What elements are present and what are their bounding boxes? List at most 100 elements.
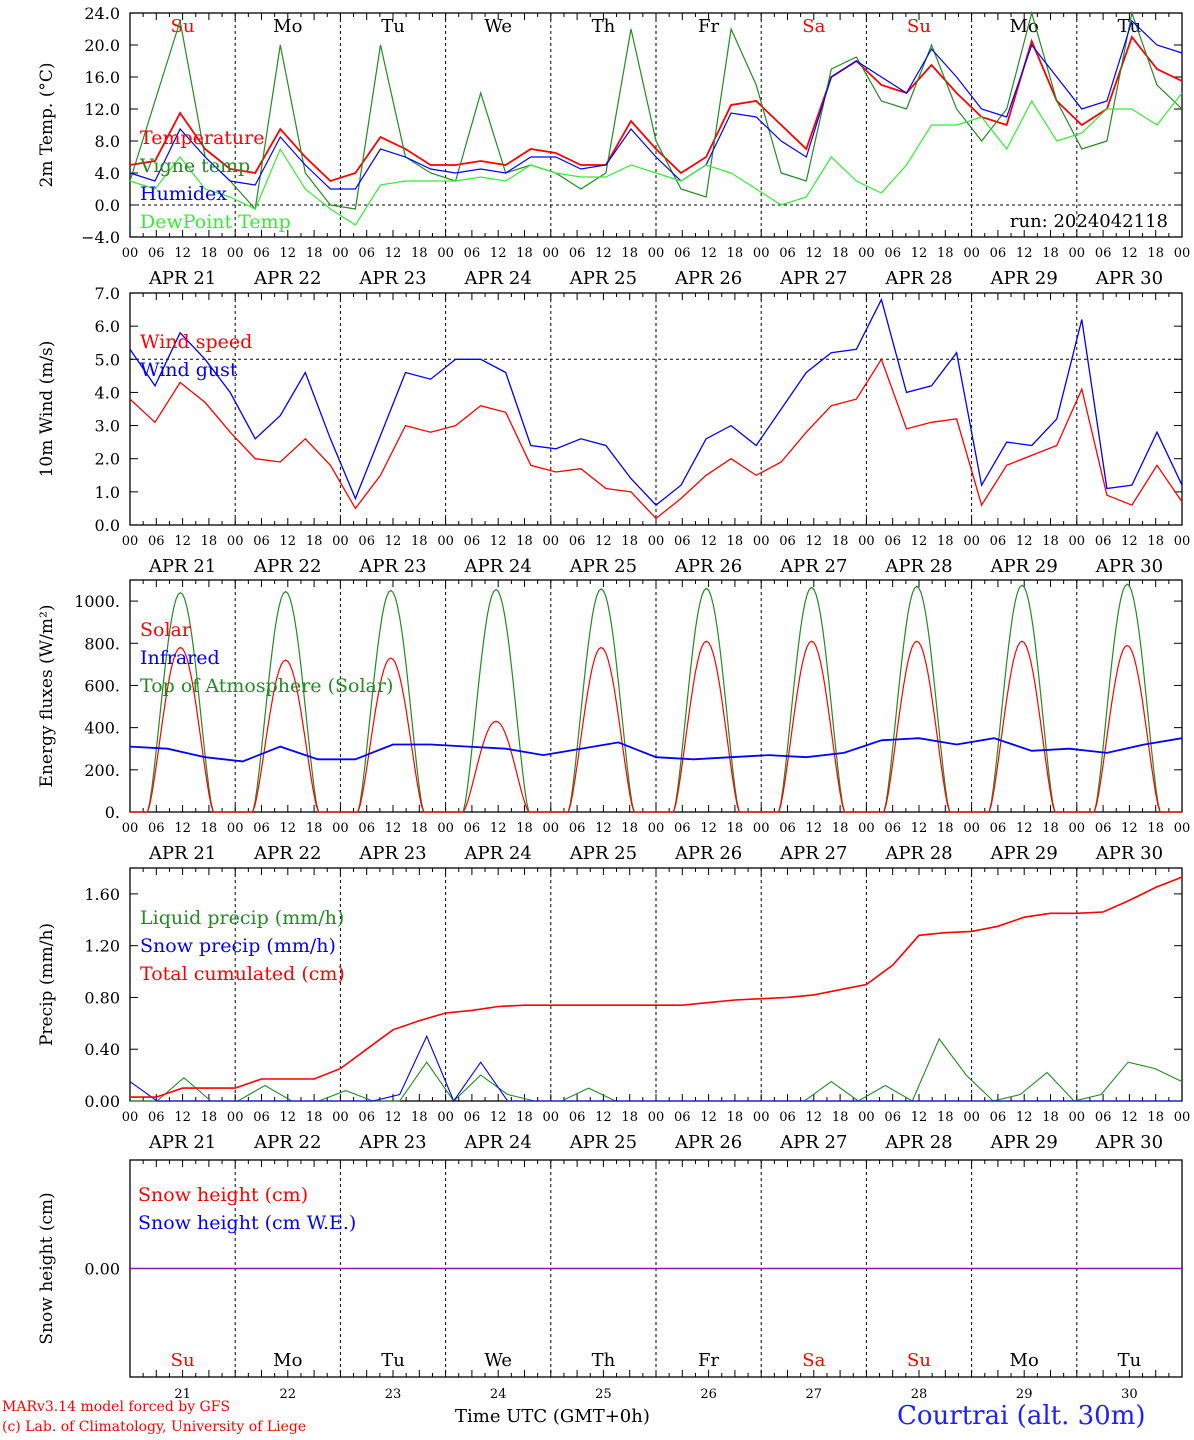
hour-label: 12: [385, 246, 402, 261]
hour-label: 18: [516, 821, 533, 836]
date-label: APR 29: [990, 1132, 1058, 1153]
date-label: APR 29: [990, 843, 1058, 864]
date-label: APR 30: [1095, 556, 1163, 577]
date-label: APR 30: [1095, 843, 1163, 864]
hour-label: 18: [832, 246, 849, 261]
hour-label: 12: [700, 534, 717, 549]
date-label: APR 22: [253, 556, 321, 577]
y-tick-label: 16.0: [84, 68, 120, 87]
hour-label: 12: [385, 821, 402, 836]
hour-label: 12: [700, 821, 717, 836]
hour-label: 06: [358, 534, 375, 549]
hour-label: 06: [358, 821, 375, 836]
hour-label: 06: [779, 246, 796, 261]
day-label-bottom: Su: [907, 1350, 931, 1371]
y-tick-label: 7.0: [95, 284, 120, 303]
date-label: APR 21: [148, 556, 216, 577]
date-label: APR 29: [990, 556, 1058, 577]
y-axis-label: Snow height (cm): [37, 1192, 57, 1344]
hour-label: 00: [1069, 246, 1086, 261]
date-label: APR 24: [464, 1132, 532, 1153]
date-label: APR 22: [253, 268, 321, 289]
date-label: APR 29: [990, 268, 1058, 289]
hour-label: 18: [1147, 534, 1164, 549]
y-tick-label: 200.: [84, 761, 120, 780]
hour-label: 06: [358, 246, 375, 261]
series-line: [129, 10, 1183, 211]
y-axis-label: 10m Wind (m/s): [37, 341, 57, 478]
y-axis-label: 2m Temp. (°C): [37, 62, 57, 187]
y-tick-label: 24.0: [84, 4, 120, 23]
hour-label: 06: [464, 534, 481, 549]
hour-label: 18: [727, 246, 744, 261]
hour-label: 00: [332, 246, 349, 261]
hour-label: 06: [569, 821, 586, 836]
legend-entry: Liquid precip (mm/h): [140, 907, 344, 929]
hour-label: 00: [963, 1110, 980, 1125]
day-number: 30: [1121, 1387, 1138, 1402]
hour-label: 00: [1174, 821, 1191, 836]
y-tick-label: 20.0: [84, 36, 120, 55]
hour-label: 00: [753, 534, 770, 549]
hour-label: 18: [516, 246, 533, 261]
y-tick-label: 0.80: [84, 988, 120, 1007]
hour-label: 06: [148, 821, 165, 836]
hour-label: 18: [1147, 1110, 1164, 1125]
y-tick-label: 5.0: [95, 350, 120, 369]
hour-label: 00: [858, 1110, 875, 1125]
hour-label: 12: [700, 1110, 717, 1125]
hour-label: 12: [595, 246, 612, 261]
hour-label: 12: [911, 821, 928, 836]
hour-label: 18: [201, 534, 218, 549]
hour-label: 06: [464, 821, 481, 836]
hour-label: 12: [806, 534, 823, 549]
hour-label: 00: [648, 246, 665, 261]
y-tick-label: 12.0: [84, 100, 120, 119]
hour-label: 00: [227, 246, 244, 261]
hour-label: 00: [1174, 246, 1191, 261]
date-label: APR 27: [779, 556, 847, 577]
hour-label: 00: [122, 534, 139, 549]
hour-label: 00: [122, 821, 139, 836]
date-label: APR 27: [779, 268, 847, 289]
y-tick-label: 1.20: [84, 937, 120, 956]
date-label: APR 23: [358, 1132, 426, 1153]
date-label: APR 26: [674, 556, 742, 577]
hour-label: 18: [1147, 246, 1164, 261]
model-credit: MARv3.14 model forced by GFS: [2, 1399, 231, 1415]
date-label: APR 30: [1095, 1132, 1163, 1153]
y-tick-label: 1.0: [95, 483, 120, 502]
legend-entry: Infrared: [140, 647, 220, 669]
hour-label: 06: [569, 534, 586, 549]
series-line: [129, 1034, 1182, 1103]
hour-label: 06: [148, 1110, 165, 1125]
day-number: 28: [911, 1387, 928, 1402]
hour-label: 00: [1174, 1110, 1191, 1125]
day-label-top: Mo: [1010, 16, 1039, 37]
day-label-top: Sa: [802, 16, 825, 37]
hour-label: 18: [306, 246, 323, 261]
date-label: APR 21: [148, 1132, 216, 1153]
series-line: [129, 19, 1183, 190]
date-label: APR 27: [779, 1132, 847, 1153]
y-tick-label: 4.0: [95, 383, 120, 402]
date-label: APR 23: [358, 843, 426, 864]
legend-entry: Snow height (cm): [138, 1184, 308, 1206]
hour-label: 12: [280, 821, 297, 836]
hour-label: 12: [1121, 246, 1138, 261]
hour-label: 18: [1147, 821, 1164, 836]
hour-label: 06: [148, 534, 165, 549]
hour-label: 06: [674, 1110, 691, 1125]
hour-label: 00: [963, 534, 980, 549]
date-label: APR 25: [569, 1132, 637, 1153]
date-label: APR 25: [569, 268, 637, 289]
day-label-bottom: Sa: [802, 1350, 825, 1371]
hour-label: 12: [174, 246, 191, 261]
date-label: APR 26: [674, 843, 742, 864]
legend-entry: Top of Atmosphere (Solar): [140, 675, 393, 697]
hour-label: 18: [937, 821, 954, 836]
hour-label: 00: [1069, 534, 1086, 549]
hour-label: 18: [937, 534, 954, 549]
hour-label: 00: [122, 246, 139, 261]
hour-label: 18: [832, 1110, 849, 1125]
